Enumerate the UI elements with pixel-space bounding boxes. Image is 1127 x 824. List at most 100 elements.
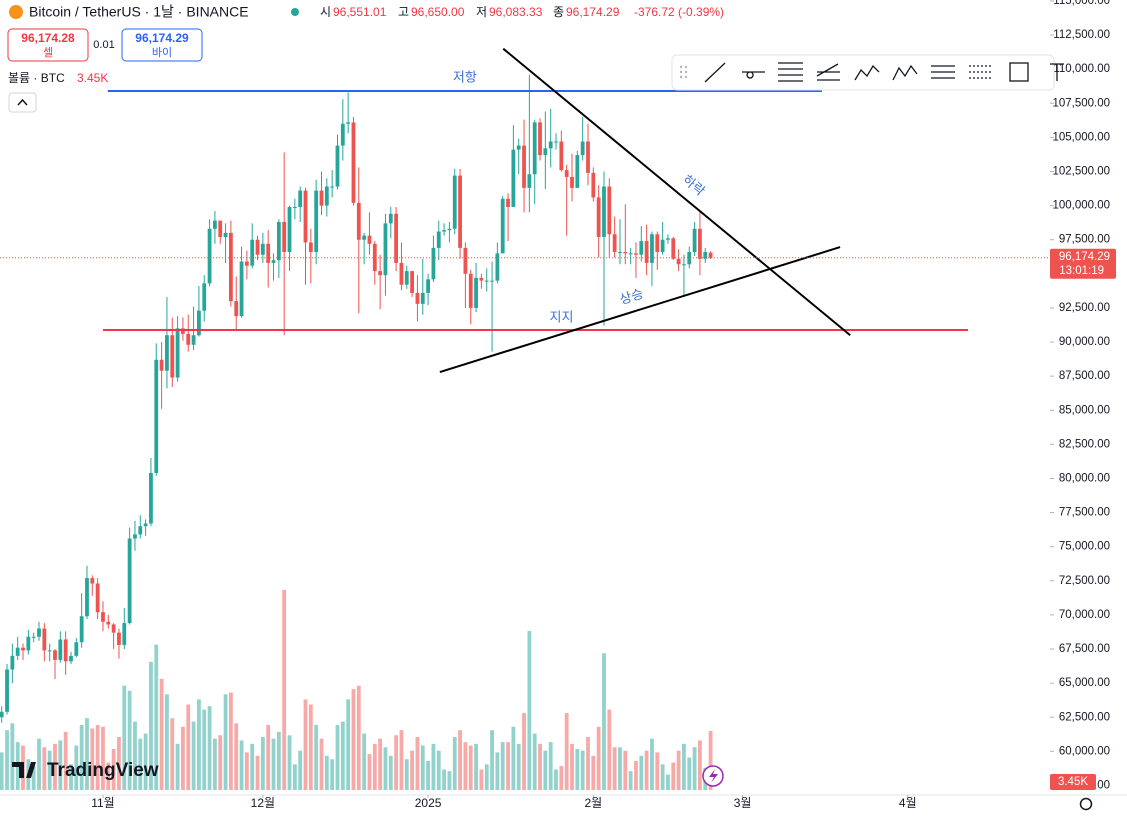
candle-body	[133, 534, 137, 539]
volume-bar	[74, 745, 79, 790]
candle-body	[250, 239, 255, 266]
candle-body	[372, 243, 377, 272]
candle-body	[42, 628, 47, 651]
candle-body	[37, 628, 41, 637]
candle-body	[452, 175, 457, 229]
candle-body	[191, 335, 196, 345]
volume-bar	[479, 769, 484, 790]
volume-bar	[292, 764, 297, 790]
volume-bar	[682, 743, 686, 790]
candle-body	[207, 228, 212, 284]
y-tick-label: 92,500.00	[1059, 302, 1110, 314]
tool-projection[interactable]	[931, 65, 955, 79]
buy-button[interactable]	[121, 28, 203, 62]
tool-ray[interactable]	[742, 71, 765, 79]
tool-fan[interactable]	[816, 63, 840, 81]
volume-bar	[133, 721, 137, 790]
candle-body	[266, 243, 271, 263]
tool-fib[interactable]	[778, 62, 803, 82]
volume-bar	[69, 764, 73, 790]
candle-body	[676, 258, 681, 265]
y-tick-label: 67,500.00	[1059, 643, 1110, 655]
tool-text[interactable]	[1050, 63, 1064, 81]
volume-bar	[660, 764, 665, 790]
price-axis	[1050, 0, 1127, 824]
drawing-label: 지지	[549, 309, 573, 324]
candle-body	[703, 251, 708, 259]
candle-body	[47, 650, 52, 652]
tool-trendline[interactable]	[704, 62, 726, 83]
candle-body	[106, 621, 111, 625]
candle-body	[218, 220, 223, 237]
drawing-toolbar	[671, 54, 1064, 91]
candle-body	[271, 260, 276, 263]
volume-tag	[1050, 774, 1096, 790]
settings-button[interactable]	[1079, 797, 1093, 811]
volume-bar	[143, 733, 148, 790]
volume-bar	[618, 747, 622, 790]
volume-bar	[399, 730, 404, 790]
y-tick-label: 107,500.00	[1052, 97, 1110, 109]
candle-body	[21, 647, 25, 651]
candle-body	[260, 243, 265, 255]
candle-body	[53, 650, 57, 660]
candle-body	[527, 174, 532, 188]
candle-body	[26, 636, 31, 651]
candle-body	[5, 669, 9, 712]
candle-body	[463, 247, 468, 274]
volume-bar	[175, 743, 180, 790]
volume-bar	[474, 743, 478, 790]
y-tick-label: 97,500.00	[1059, 234, 1110, 246]
candle-body	[69, 655, 73, 662]
candle-body	[340, 123, 345, 146]
volume-bar	[559, 766, 564, 790]
candle-body	[239, 261, 244, 317]
candle-body	[314, 190, 319, 252]
tool-rectangle[interactable]	[1009, 62, 1029, 82]
candle-body	[63, 639, 68, 662]
candle-body	[575, 155, 580, 188]
volume-bar	[127, 690, 132, 790]
volume-bar	[5, 730, 9, 790]
volume-value: 3.45K	[77, 71, 108, 85]
volume-bar	[298, 750, 303, 790]
y-tick-label: 60,000.00	[1059, 745, 1110, 757]
volume-bar	[431, 743, 436, 790]
y-tick-label: 87,500.00	[1059, 370, 1110, 382]
tool-prediction[interactable]	[969, 65, 993, 79]
volume-bar	[287, 735, 292, 790]
ohlc-label: 종	[553, 5, 564, 19]
candle-body	[292, 206, 297, 208]
candle-body	[175, 328, 180, 378]
candle-body	[356, 202, 361, 240]
tool-abcd[interactable]	[892, 64, 918, 81]
symbol-title[interactable]: Bitcoin / TetherUS · 1날 · BINANCE	[29, 4, 249, 20]
candle-body	[303, 190, 308, 243]
candle-body	[415, 292, 420, 304]
candle-body	[351, 122, 356, 203]
candle-body	[618, 251, 622, 253]
volume-title: 볼륨 · BTC	[8, 71, 65, 85]
sell-button[interactable]	[7, 28, 89, 62]
volume-bar	[186, 704, 191, 790]
candle-body	[122, 623, 127, 645]
collapse-button[interactable]	[8, 92, 37, 113]
candle-body	[516, 145, 521, 150]
volume-bar	[218, 735, 223, 790]
candle-body	[362, 235, 367, 240]
candle-body	[602, 186, 606, 237]
candle-body	[596, 197, 601, 237]
drawing-label: 저항	[453, 69, 477, 84]
volume-bar	[458, 730, 462, 790]
ohlc-label: 시	[320, 5, 331, 19]
candle-body	[639, 241, 644, 255]
candle-body	[319, 190, 324, 206]
y-tick-label: 62,500.00	[1059, 711, 1110, 723]
tool-pattern[interactable]	[854, 64, 880, 81]
candle-body	[468, 273, 473, 308]
volume-bar	[698, 740, 702, 790]
sell-label: 셀	[43, 46, 53, 59]
volume-bar	[607, 709, 612, 790]
candle-body	[655, 234, 660, 252]
logo-text[interactable]: TradingView	[47, 760, 159, 781]
